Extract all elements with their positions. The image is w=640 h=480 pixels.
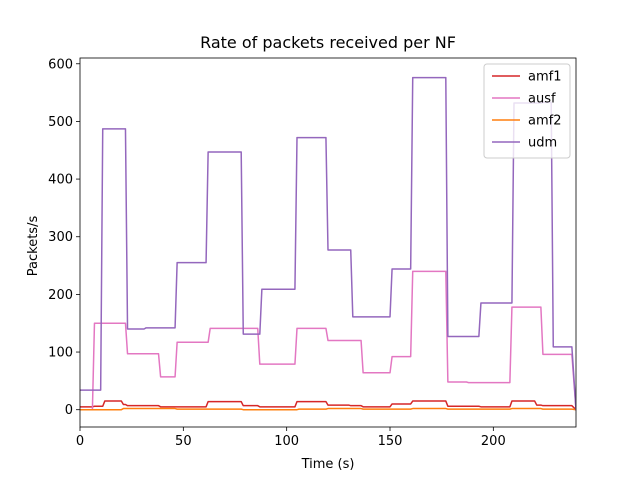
x-tick-label: 0 <box>76 434 84 449</box>
y-axis-ticks: 0 100 200 300 400 500 600 <box>48 57 80 418</box>
y-tick-label: 400 <box>48 173 73 188</box>
x-tick-label: 50 <box>175 434 192 449</box>
y-tick-label: 0 <box>65 403 73 418</box>
plot-area <box>79 57 577 428</box>
x-tick-label: 200 <box>481 434 506 449</box>
x-axis-ticks: 0 50 100 150 200 <box>76 427 506 449</box>
y-tick-label: 600 <box>48 57 73 72</box>
y-tick-label: 500 <box>48 115 73 130</box>
chart-title: Rate of packets received per NF <box>200 33 456 52</box>
y-axis-label: Packets/s <box>26 216 41 277</box>
series-line-amf1 <box>80 400 576 411</box>
series-line-udm <box>80 76 576 411</box>
y-tick-label: 200 <box>48 288 73 303</box>
legend-label-amf1: amf1 <box>528 70 561 85</box>
axes-frame <box>79 57 577 428</box>
x-tick-label: 100 <box>274 434 299 449</box>
series-lines <box>80 76 576 411</box>
legend-label-ausf: ausf <box>528 92 556 107</box>
x-tick-label: 150 <box>378 434 403 449</box>
y-tick-label: 300 <box>48 230 73 245</box>
legend-label-amf2: amf2 <box>528 114 561 129</box>
series-line-amf2 <box>80 407 576 411</box>
x-axis-label: Time (s) <box>301 457 355 472</box>
legend: amf1 ausf amf2 udm <box>483 63 571 159</box>
series-line-ausf <box>80 270 576 411</box>
legend-box <box>483 63 571 159</box>
legend-label-udm: udm <box>528 136 557 151</box>
y-tick-label: 100 <box>48 346 73 361</box>
